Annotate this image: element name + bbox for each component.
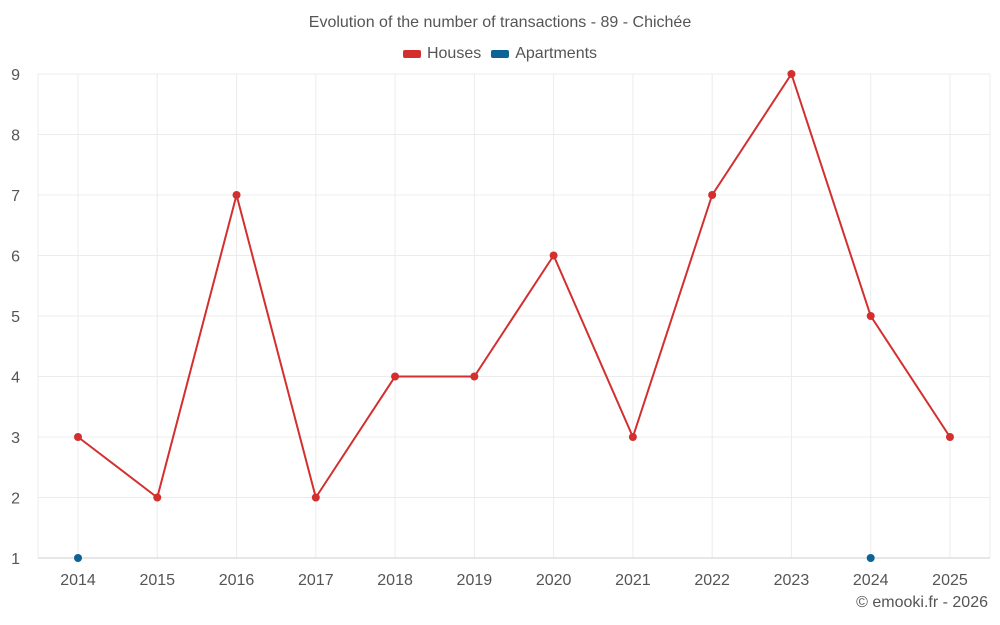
data-point-houses (945, 433, 954, 441)
y-tick-label: 7 (11, 188, 20, 205)
x-tick-label: 2015 (139, 572, 175, 589)
data-point-apartments (866, 554, 875, 562)
x-tick-label: 2016 (219, 572, 255, 589)
x-tick-label: 2023 (774, 572, 810, 589)
x-tick-label: 2021 (615, 572, 651, 589)
credit-text: © emooki.fr - 2026 (856, 594, 988, 611)
y-tick-label: 6 (11, 249, 20, 266)
data-point-houses (74, 433, 82, 441)
x-tick-label: 2019 (457, 572, 493, 589)
y-tick-label: 8 (11, 128, 20, 145)
legend-item-apartments[interactable]: Apartments (491, 45, 597, 63)
data-point-houses (708, 191, 717, 199)
y-tick-label: 3 (11, 430, 20, 447)
data-point-apartments (74, 554, 82, 562)
legend-label-houses: Houses (426, 45, 482, 62)
x-tick-label: 2024 (853, 572, 889, 589)
legend: Houses Apartments (0, 45, 1000, 63)
y-tick-label: 1 (11, 551, 20, 568)
data-point-houses (311, 493, 320, 502)
x-tick-label: 2014 (60, 572, 96, 589)
data-point-houses (470, 372, 479, 381)
legend-item-houses[interactable]: Houses (402, 45, 482, 63)
data-point-houses (153, 493, 162, 502)
x-tick-label: 2020 (536, 572, 572, 589)
series-lines (77, 73, 951, 499)
data-point-houses (866, 312, 875, 320)
y-tick-label: 2 (11, 491, 20, 508)
y-tick-label: 5 (11, 309, 20, 326)
chart-title: Evolution of the number of transactions … (308, 14, 692, 31)
x-tick-label: 2018 (377, 572, 413, 589)
legend-label-apartments: Apartments (515, 45, 598, 62)
series-line-houses (77, 73, 951, 499)
data-point-houses (549, 251, 558, 260)
legend-swatch-houses (402, 50, 421, 58)
tick-labels: 1 2 3 4 5 6 7 8 9 2014 2015 2016 2017 2018 2019 2020 202… (11, 67, 968, 589)
data-point-houses (391, 372, 400, 381)
y-tick-label: 4 (11, 370, 20, 387)
data-point-houses (628, 433, 637, 441)
x-tick-label: 2017 (298, 572, 334, 589)
legend-swatch-apartments (491, 50, 510, 58)
grid (37, 73, 991, 558)
data-point-houses (787, 70, 796, 78)
data-point-houses (232, 191, 241, 199)
x-tick-label: 2022 (694, 572, 730, 589)
x-tick-label: 2025 (932, 572, 968, 589)
series-points (74, 70, 954, 562)
y-tick-label: 9 (11, 67, 20, 84)
